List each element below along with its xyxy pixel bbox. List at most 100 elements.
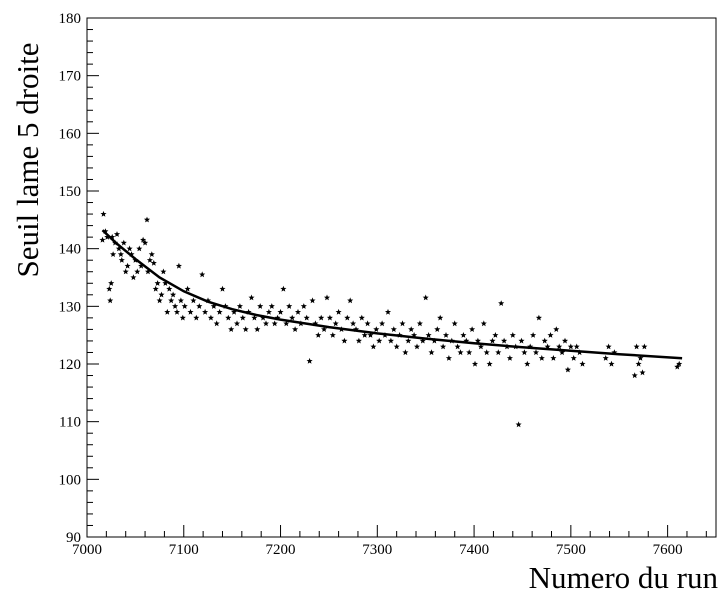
- data-point: [393, 343, 400, 350]
- y-tick-label: 180: [59, 11, 82, 27]
- data-point: [144, 268, 152, 275]
- y-tick-label: 100: [59, 472, 82, 488]
- data-point: [164, 308, 171, 315]
- data-point: [631, 372, 638, 379]
- data-point: [416, 320, 423, 327]
- data-point: [509, 332, 516, 338]
- data-point: [413, 343, 421, 350]
- data-point: [283, 320, 290, 327]
- data-point: [367, 332, 374, 338]
- data-point: [532, 349, 540, 356]
- data-point: [434, 326, 441, 332]
- data-point: [387, 337, 394, 344]
- data-point: [477, 343, 484, 350]
- data-point: [158, 291, 165, 298]
- scatter-points: [99, 210, 683, 428]
- data-point: [559, 349, 566, 356]
- data-point: [521, 349, 528, 356]
- data-point: [202, 308, 209, 315]
- data-point: [553, 326, 560, 332]
- data-point: [492, 332, 499, 338]
- data-point: [471, 360, 479, 367]
- data-point: [190, 297, 197, 304]
- data-point: [152, 285, 159, 292]
- data-point: [544, 343, 551, 350]
- x-tick-label: 7300: [362, 542, 392, 558]
- data-point: [170, 291, 177, 298]
- data-point: [143, 216, 151, 223]
- data-point: [635, 360, 642, 367]
- data-point: [530, 332, 537, 338]
- data-point: [248, 294, 255, 301]
- data-point: [335, 308, 342, 315]
- data-point: [564, 366, 571, 373]
- data-point: [303, 314, 310, 321]
- data-point: [437, 314, 444, 321]
- data-point: [323, 294, 331, 301]
- data-point: [179, 314, 186, 321]
- data-point: [541, 337, 548, 344]
- data-point: [495, 349, 502, 356]
- data-point: [329, 332, 336, 338]
- data-point: [321, 326, 328, 332]
- data-point: [99, 236, 106, 243]
- data-point: [480, 320, 487, 327]
- data-point: [280, 285, 287, 292]
- data-point: [518, 337, 525, 344]
- data-point: [156, 297, 163, 304]
- data-point: [515, 421, 522, 428]
- data-point: [110, 251, 117, 257]
- data-point: [364, 320, 371, 327]
- data-point: [466, 349, 473, 356]
- data-point: [150, 259, 157, 266]
- data-point: [419, 337, 426, 344]
- data-point: [166, 285, 173, 292]
- data-point: [219, 285, 226, 292]
- data-point: [300, 303, 307, 309]
- data-point: [506, 355, 513, 361]
- data-point: [460, 332, 467, 338]
- data-point: [469, 326, 476, 332]
- data-point: [547, 332, 554, 338]
- data-point: [344, 314, 351, 321]
- x-tick-label: 7200: [266, 542, 296, 558]
- data-point: [294, 308, 302, 315]
- data-point: [193, 314, 200, 321]
- data-point: [104, 233, 111, 240]
- data-point: [611, 349, 618, 356]
- data-point: [108, 280, 115, 286]
- data-point: [428, 349, 435, 356]
- data-point: [122, 268, 129, 275]
- data-point: [265, 308, 272, 315]
- data-point: [146, 257, 153, 263]
- data-point: [199, 271, 206, 278]
- data-point: [411, 332, 418, 338]
- data-point: [196, 303, 203, 309]
- data-point: [175, 262, 182, 269]
- x-tick-label: 7600: [653, 542, 683, 558]
- data-point: [608, 360, 615, 367]
- data-point: [440, 343, 447, 350]
- data-point: [168, 297, 175, 304]
- data-point: [173, 308, 181, 315]
- data-point: [120, 239, 127, 246]
- data-point: [550, 355, 557, 361]
- x-tick-label: 7000: [72, 542, 102, 558]
- data-point: [277, 308, 284, 315]
- data-point: [483, 349, 490, 356]
- data-point: [567, 343, 574, 350]
- data-point: [100, 210, 107, 217]
- data-point: [352, 326, 360, 332]
- data-point: [124, 262, 131, 269]
- data-point: [233, 320, 241, 327]
- data-point: [113, 231, 121, 237]
- data-point: [501, 337, 508, 344]
- data-point: [177, 297, 184, 304]
- y-tick-label: 120: [59, 357, 82, 373]
- data-point: [181, 303, 188, 309]
- data-point: [350, 320, 357, 327]
- data-point: [140, 236, 147, 243]
- data-point: [399, 320, 406, 327]
- data-point: [489, 337, 496, 344]
